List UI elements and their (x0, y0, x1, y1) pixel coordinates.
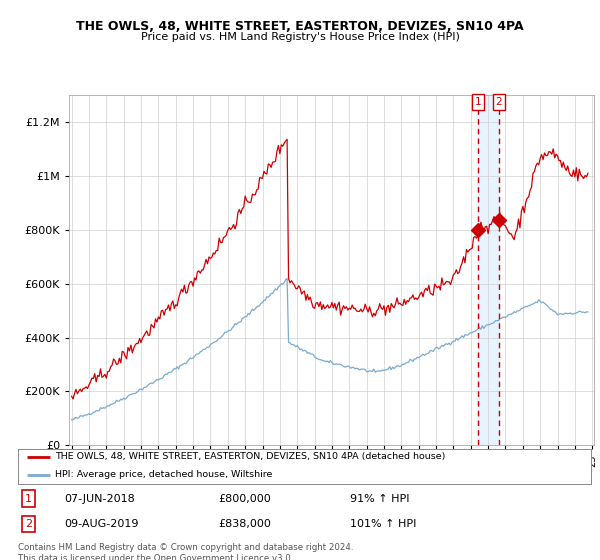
Text: Price paid vs. HM Land Registry's House Price Index (HPI): Price paid vs. HM Land Registry's House … (140, 32, 460, 43)
Text: £800,000: £800,000 (218, 493, 271, 503)
Text: THE OWLS, 48, WHITE STREET, EASTERTON, DEVIZES, SN10 4PA (detached house): THE OWLS, 48, WHITE STREET, EASTERTON, D… (55, 452, 446, 461)
Text: 101% ↑ HPI: 101% ↑ HPI (350, 519, 417, 529)
Text: THE OWLS, 48, WHITE STREET, EASTERTON, DEVIZES, SN10 4PA: THE OWLS, 48, WHITE STREET, EASTERTON, D… (76, 20, 524, 32)
Bar (478, 95, 499, 445)
Text: HPI: Average price, detached house, Wiltshire: HPI: Average price, detached house, Wilt… (55, 470, 272, 479)
Text: 91% ↑ HPI: 91% ↑ HPI (350, 493, 410, 503)
Text: 09-AUG-2019: 09-AUG-2019 (64, 519, 139, 529)
Text: Contains HM Land Registry data © Crown copyright and database right 2024.
This d: Contains HM Land Registry data © Crown c… (18, 543, 353, 560)
Text: 1: 1 (475, 97, 482, 107)
Text: £838,000: £838,000 (218, 519, 271, 529)
Text: 07-JUN-2018: 07-JUN-2018 (64, 493, 134, 503)
Text: 2: 2 (496, 97, 502, 107)
Text: 2: 2 (25, 519, 32, 529)
Text: 1: 1 (25, 493, 32, 503)
